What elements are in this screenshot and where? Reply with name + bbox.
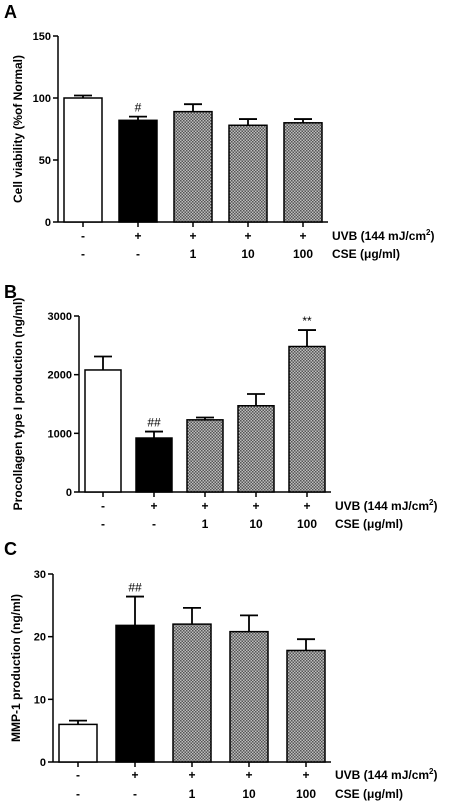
treatment-cell: - bbox=[81, 229, 85, 243]
significance-marker: ** bbox=[302, 314, 312, 328]
treatment-cell: + bbox=[244, 229, 251, 243]
y-tick-label: 3000 bbox=[48, 311, 72, 323]
treatment-row-label: UVB (144 mJ/cm2) bbox=[335, 767, 438, 782]
panel-c: C MMP-1 production (ng/ml) 0 10 20 30 ## - + + + + U… bbox=[4, 539, 438, 801]
y-tick-label: 0 bbox=[66, 487, 72, 499]
panel-letter: B bbox=[4, 282, 17, 302]
bar bbox=[288, 345, 326, 493]
y-tick-label: 1000 bbox=[48, 428, 72, 440]
bar bbox=[135, 437, 173, 493]
bar bbox=[115, 624, 155, 763]
treatment-row-label: CSE (μg/ml) bbox=[332, 247, 400, 261]
treatment-cell: - bbox=[152, 517, 156, 531]
bar bbox=[84, 369, 122, 493]
treatment-cell: - bbox=[101, 499, 105, 513]
bar bbox=[228, 124, 268, 223]
treatment-cell: + bbox=[201, 499, 208, 513]
y-tick-label: 100 bbox=[33, 93, 51, 105]
treatment-row-label: CSE (μg/ml) bbox=[335, 517, 403, 531]
treatment-cell: - bbox=[76, 787, 80, 801]
treatment-cell: 100 bbox=[297, 517, 317, 531]
bar bbox=[173, 110, 213, 223]
treatment-cell: 100 bbox=[296, 787, 316, 801]
treatment-cell: - bbox=[81, 247, 85, 261]
treatment-cell: - bbox=[76, 768, 80, 782]
treatment-cell: + bbox=[245, 768, 252, 782]
y-tick-label: 30 bbox=[34, 569, 46, 581]
y-axis-label: Cell viability (%of Normal) bbox=[11, 55, 25, 203]
panel-letter: A bbox=[4, 2, 17, 22]
y-axis-label: Procollagen type I production (ng/ml) bbox=[11, 298, 25, 511]
treatment-cell: - bbox=[133, 787, 137, 801]
y-tick-label: 150 bbox=[33, 31, 51, 43]
treatment-cell: + bbox=[299, 229, 306, 243]
y-tick-label: 20 bbox=[34, 632, 46, 644]
bar bbox=[283, 122, 323, 223]
y-tick-label: 0 bbox=[40, 757, 46, 769]
significance-marker: ## bbox=[128, 581, 142, 595]
treatment-cell: + bbox=[252, 499, 259, 513]
treatment-row-label: UVB (144 mJ/cm2) bbox=[332, 228, 435, 243]
treatment-cell: + bbox=[303, 499, 310, 513]
treatment-cell: 10 bbox=[241, 247, 255, 261]
treatment-cell: 1 bbox=[202, 517, 209, 531]
y-tick-label: 10 bbox=[34, 694, 46, 706]
bar bbox=[237, 405, 275, 493]
y-tick-label: 50 bbox=[39, 155, 51, 167]
bar bbox=[286, 649, 326, 763]
bar bbox=[186, 419, 224, 493]
bar bbox=[58, 723, 98, 763]
treatment-cell: 10 bbox=[242, 787, 256, 801]
y-tick-label: 2000 bbox=[48, 370, 72, 382]
treatment-cell: - bbox=[136, 247, 140, 261]
significance-marker: # bbox=[135, 101, 142, 115]
bar bbox=[63, 97, 103, 223]
y-axis-label: MMP-1 production (ng/ml) bbox=[9, 594, 23, 742]
bar bbox=[229, 630, 269, 763]
treatment-cell: - bbox=[101, 517, 105, 531]
panel-letter: C bbox=[4, 539, 17, 559]
treatment-cell: + bbox=[188, 768, 195, 782]
bar bbox=[172, 623, 212, 763]
treatment-row-label: CSE (μg/ml) bbox=[335, 787, 403, 801]
treatment-cell: 1 bbox=[190, 247, 197, 261]
treatment-cell: 10 bbox=[249, 517, 263, 531]
treatment-cell: + bbox=[189, 229, 196, 243]
treatment-cell: + bbox=[131, 768, 138, 782]
treatment-cell: + bbox=[134, 229, 141, 243]
y-tick-label: 0 bbox=[45, 217, 51, 229]
treatment-row-label: UVB (144 mJ/cm2) bbox=[335, 498, 438, 513]
significance-marker: ## bbox=[147, 416, 161, 430]
treatment-cell: 100 bbox=[293, 247, 313, 261]
treatment-cell: + bbox=[302, 768, 309, 782]
panel-a: A Cell viability (%of Normal) 0 50 100 150 # - +… bbox=[4, 2, 435, 261]
treatment-cell: 1 bbox=[189, 787, 196, 801]
bar bbox=[118, 119, 158, 223]
treatment-cell: + bbox=[150, 499, 157, 513]
